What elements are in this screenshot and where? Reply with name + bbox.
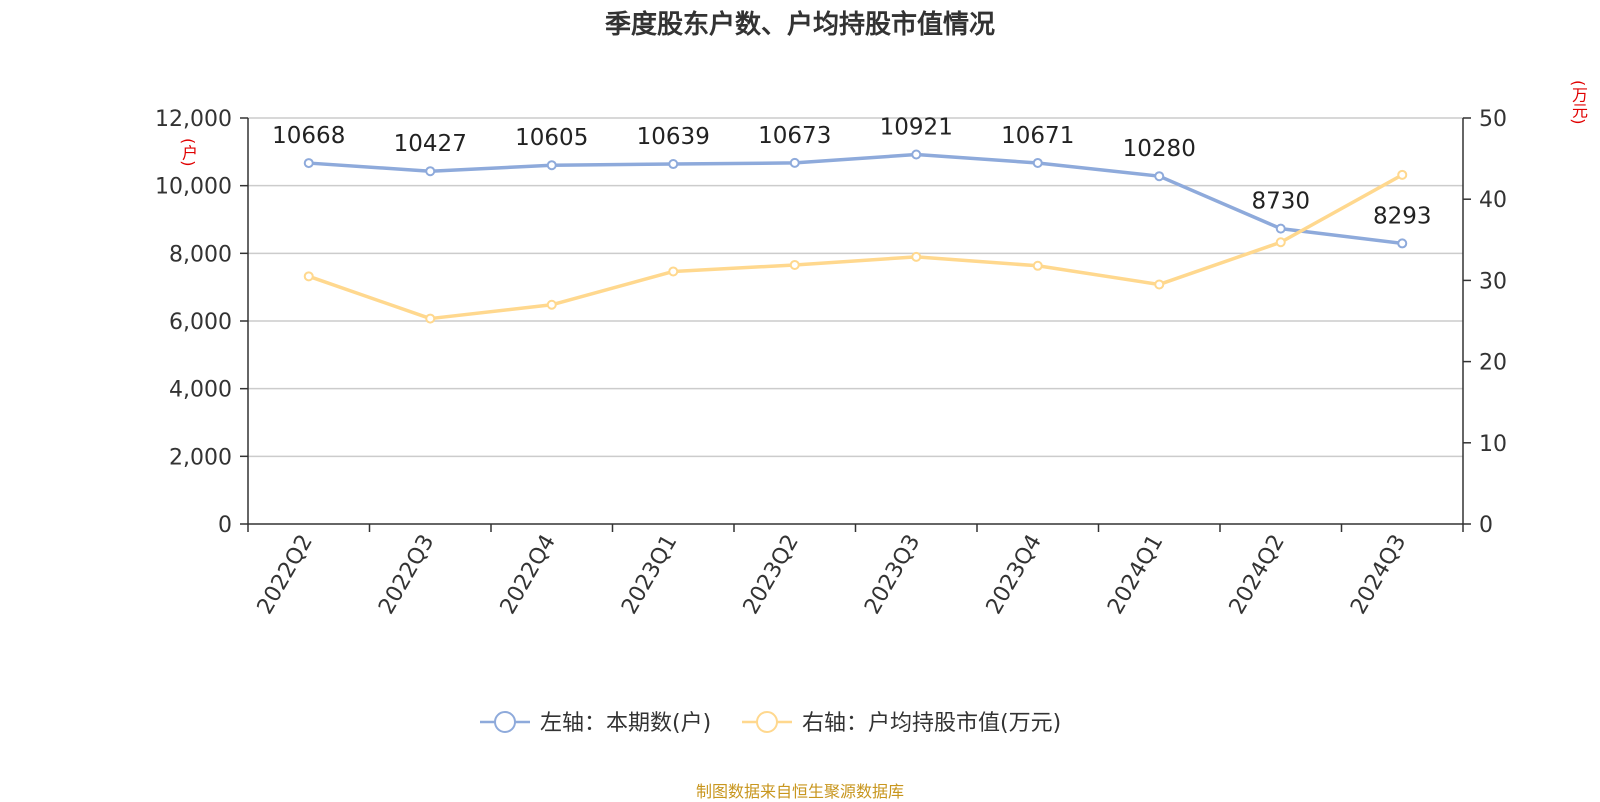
data-label: 8293: [1373, 203, 1432, 229]
series-1-point: [911, 149, 922, 160]
data-label: 10673: [758, 123, 831, 149]
legend-label-1: 左轴：本期数(户): [540, 711, 711, 736]
data-label: 10921: [880, 115, 953, 141]
left-tick-label: 12,000: [155, 107, 232, 132]
data-label: 10280: [1123, 136, 1196, 162]
left-tick-label: 6,000: [169, 310, 232, 335]
left-tick-label: 10,000: [155, 175, 232, 200]
data-label: 10605: [515, 125, 588, 151]
series-2-point: [668, 266, 679, 277]
series-line-1: [308, 152, 1403, 246]
series-1-point: [303, 158, 314, 169]
left-axis-unit: (户): [179, 138, 198, 167]
chart-title: 季度股东户数、户均持股市值情况: [604, 10, 995, 40]
x-tick-label: 2023Q4: [982, 531, 1047, 619]
legend-label-2: 右轴：户均持股市值(万元): [802, 711, 1061, 736]
series-2-point: [1154, 279, 1165, 290]
x-tick-label: 2023Q2: [739, 531, 804, 619]
x-tick-label: 2023Q3: [860, 531, 925, 619]
legend-marker-2: [756, 711, 778, 733]
data-label: 10639: [637, 124, 710, 150]
series-1-point: [789, 157, 800, 168]
data-label: 10671: [1001, 123, 1074, 149]
x-tick-label: 2022Q3: [374, 531, 439, 619]
x-tick-label: 2024Q2: [1225, 531, 1290, 619]
right-tick-label: 30: [1479, 269, 1507, 294]
left-tick-label: 4,000: [169, 378, 232, 403]
series-2-point: [425, 313, 436, 324]
series-1-point: [1275, 223, 1286, 234]
series-2-point: [303, 271, 314, 282]
x-tick-label: 2022Q2: [253, 531, 318, 619]
right-tick-label: 10: [1479, 432, 1507, 457]
data-label: 10668: [272, 123, 345, 149]
series-1-point: [1397, 238, 1408, 249]
x-tick-label: 2024Q3: [1346, 531, 1411, 619]
right-tick-label: 20: [1479, 351, 1507, 376]
left-tick-label: 2,000: [169, 445, 232, 470]
right-tick-label: 50: [1479, 107, 1507, 132]
series-2-point: [911, 251, 922, 262]
left-tick-label: 8,000: [169, 242, 232, 267]
series-2-point: [1275, 237, 1286, 248]
x-tick-label: 2024Q1: [1103, 531, 1168, 619]
series-1-point: [546, 160, 557, 171]
right-tick-label: 0: [1479, 513, 1493, 538]
series-2-point: [1397, 169, 1408, 180]
series-line-2: [308, 173, 1404, 321]
series-1-point: [1154, 171, 1165, 182]
right-axis-unit: (万元): [1569, 80, 1588, 125]
legend-marker-1: [494, 711, 516, 733]
series-1-point: [1032, 157, 1043, 168]
x-tick-label: 2023Q1: [617, 531, 682, 619]
series-2-point: [789, 259, 800, 270]
data-source: 制图数据来自恒生聚源数据库: [695, 782, 904, 801]
data-label: 10427: [394, 131, 467, 157]
series-2-point: [1032, 260, 1043, 271]
series-1-point: [425, 166, 436, 177]
right-tick-label: 40: [1479, 188, 1507, 213]
left-tick-label: 0: [218, 513, 232, 538]
series-1-point: [668, 159, 679, 170]
x-tick-label: 2022Q4: [496, 531, 561, 619]
series-2-point: [546, 299, 557, 310]
data-label: 8730: [1251, 189, 1310, 215]
